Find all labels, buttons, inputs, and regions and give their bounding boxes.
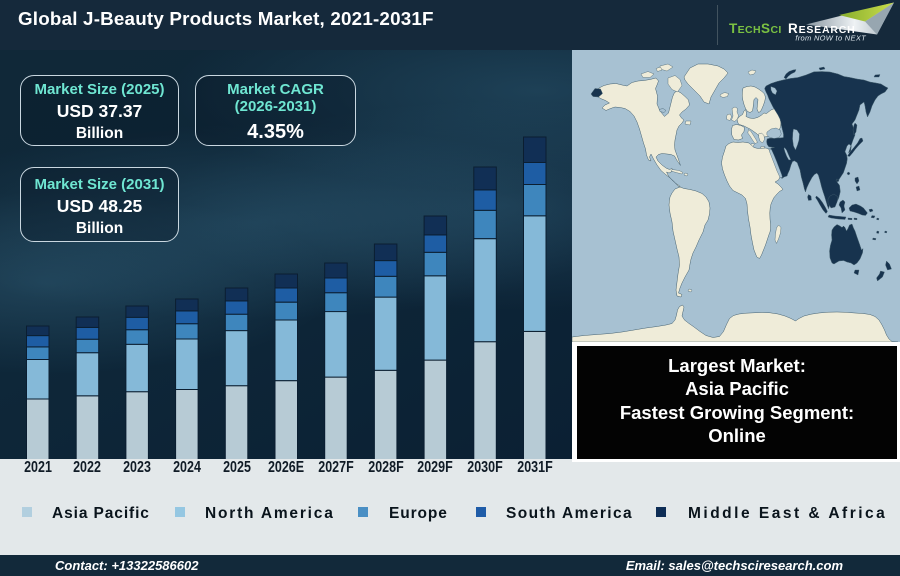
svg-text:RESEARCH: RESEARCH <box>788 21 856 36</box>
svg-text:TECHSCI: TECHSCI <box>729 21 782 36</box>
svg-text:from NOW to NEXT: from NOW to NEXT <box>795 34 867 43</box>
